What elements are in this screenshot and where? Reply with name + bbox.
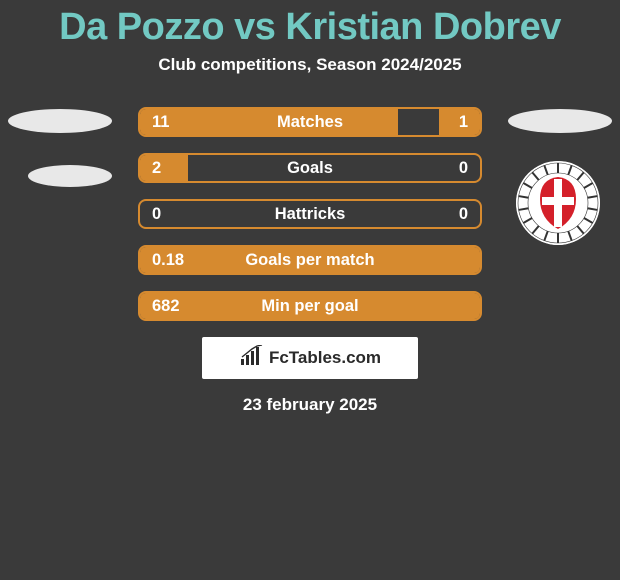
chart-icon	[239, 345, 265, 372]
stat-bars: 11 Matches 1 2 Goals 0 0 Hattricks 0 0.1…	[138, 107, 482, 321]
stat-row-goals-per-match: 0.18 Goals per match	[138, 245, 482, 275]
stat-label: Min per goal	[140, 293, 480, 319]
stat-row-matches: 11 Matches 1	[138, 107, 482, 137]
stat-value-right: 0	[459, 155, 468, 181]
stat-label: Goals	[140, 155, 480, 181]
stat-label: Goals per match	[140, 247, 480, 273]
stat-row-goals: 2 Goals 0	[138, 153, 482, 183]
comparison-panel: 11 Matches 1 2 Goals 0 0 Hattricks 0 0.1…	[0, 107, 620, 415]
club-logo-left	[28, 165, 112, 187]
stat-value-right: 0	[459, 201, 468, 227]
player-photo-right	[508, 109, 612, 133]
stat-label: Hattricks	[140, 201, 480, 227]
branding-text: FcTables.com	[269, 348, 381, 368]
page-subtitle: Club competitions, Season 2024/2025	[0, 55, 620, 75]
date-text: 23 february 2025	[0, 395, 620, 415]
player-photo-left	[8, 109, 112, 133]
stat-row-min-per-goal: 682 Min per goal	[138, 291, 482, 321]
stat-label: Matches	[140, 109, 480, 135]
page-title: Da Pozzo vs Kristian Dobrev	[0, 0, 620, 49]
club-logo-right	[516, 161, 600, 245]
stat-row-hattricks: 0 Hattricks 0	[138, 199, 482, 229]
stat-value-right: 1	[459, 109, 468, 135]
branding-badge: FcTables.com	[202, 337, 418, 379]
